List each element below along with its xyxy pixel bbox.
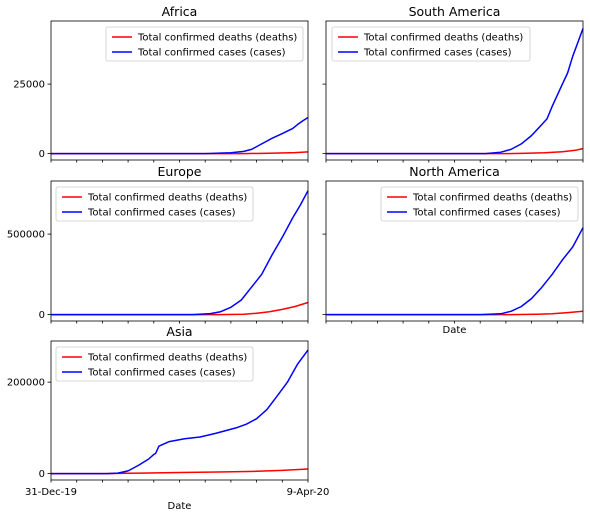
legend-label-1: Total confirmed cases (cases): [87, 368, 236, 379]
legend-box: [55, 186, 254, 222]
legend-label-0: Total confirmed deaths (deaths): [412, 193, 572, 204]
legend-label-1: Total confirmed cases (cases): [137, 48, 286, 59]
series-line-1: [326, 28, 584, 155]
y-tick-label: 200000: [7, 378, 45, 389]
x-tick-label-end: 9-Apr-20: [287, 487, 330, 498]
x-axis-label: Date: [443, 325, 467, 336]
subplot-title: Africa: [162, 4, 198, 19]
legend-label-0: Total confirmed deaths (deaths): [363, 33, 523, 44]
legend-box: [331, 26, 531, 62]
legend-label-0: Total confirmed deaths (deaths): [87, 353, 247, 364]
series-line-1: [51, 116, 309, 155]
y-tick-label: 0: [39, 469, 45, 480]
series-line-0: [51, 301, 309, 316]
axes-frame: [325, 20, 584, 161]
series-line-1: [51, 190, 309, 316]
axes-frame: [325, 180, 584, 322]
y-tick-label: 0: [39, 310, 45, 321]
legend-label-1: Total confirmed cases (cases): [87, 208, 236, 219]
legend-box: [380, 186, 579, 222]
legend-box: [105, 26, 304, 62]
y-tick-label: 0: [39, 149, 45, 160]
legend-label-0: Total confirmed deaths (deaths): [137, 33, 297, 44]
axes-frame: [50, 340, 309, 481]
series-line-0: [326, 147, 584, 155]
subplot-title: Europe: [158, 164, 202, 179]
series-line-1: [51, 349, 309, 475]
x-tick-label-start: 31-Dec-19: [25, 487, 77, 498]
x-axis-label: Date: [168, 501, 192, 512]
subplot-title: South America: [409, 4, 501, 19]
legend-label-1: Total confirmed cases (cases): [363, 48, 512, 59]
y-tick-label: 25000: [13, 80, 45, 91]
y-tick-label: 500000: [7, 230, 45, 241]
legend-box: [55, 346, 254, 382]
subplot-title: North America: [409, 164, 500, 179]
axes-frame: [50, 180, 309, 322]
legend-label-1: Total confirmed cases (cases): [412, 208, 561, 219]
subplot-title: Asia: [166, 324, 192, 339]
axes-frame: [50, 20, 309, 161]
series-line-1: [326, 227, 584, 316]
legend-label-0: Total confirmed deaths (deaths): [87, 193, 247, 204]
